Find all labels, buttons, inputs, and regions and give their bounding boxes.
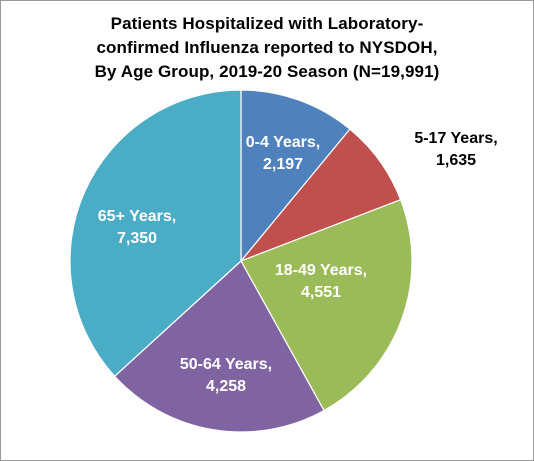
pie-slice-50-64-years (113, 260, 325, 433)
data-label-category: 5-17 Years, (414, 130, 497, 147)
chart-title-line-2: confirmed Influenza reported to NYSDOH, (96, 38, 438, 57)
pie-slices (69, 89, 413, 433)
data-label-value: 7,350 (117, 230, 157, 247)
data-label-category: 0-4 Years, (246, 134, 320, 151)
pie-labels: 0-4 Years, 2,197 5-17 Years, 1,635 18-49 Yea… (98, 130, 498, 395)
pie-slice-65-years (69, 89, 242, 378)
data-label-18-49-years: 18-49 Years, 4,551 (275, 262, 367, 301)
data-label-0-4-years: 0-4 Years, 2,197 (246, 134, 320, 173)
data-label-category: 65+ Years, (98, 208, 176, 225)
chart-title-line-1: Patients Hospitalized with Laboratory- (110, 14, 424, 33)
pie-slice-0-4-years (240, 89, 351, 263)
data-label-value: 2,197 (263, 156, 303, 173)
data-label-value: 4,258 (206, 378, 246, 395)
chart-title-line-3: By Age Group, 2019-20 Season (N=19,991) (94, 62, 440, 81)
data-label-value: 1,635 (436, 152, 476, 169)
pie-slice-18-49-years (240, 198, 413, 412)
data-label-65-years: 65+ Years, 7,350 (98, 208, 176, 247)
data-label-5-17-years: 5-17 Years, 1,635 (414, 130, 497, 169)
data-label-category: 50-64 Years, (180, 356, 272, 373)
chart-title: Patients Hospitalized with Laboratory- c… (0, 12, 534, 84)
data-label-50-64-years: 50-64 Years, 4,258 (180, 356, 272, 395)
data-label-category: 18-49 Years, (275, 262, 367, 279)
data-label-value: 4,551 (301, 284, 341, 301)
pie-slice-5-17-years (239, 128, 402, 263)
